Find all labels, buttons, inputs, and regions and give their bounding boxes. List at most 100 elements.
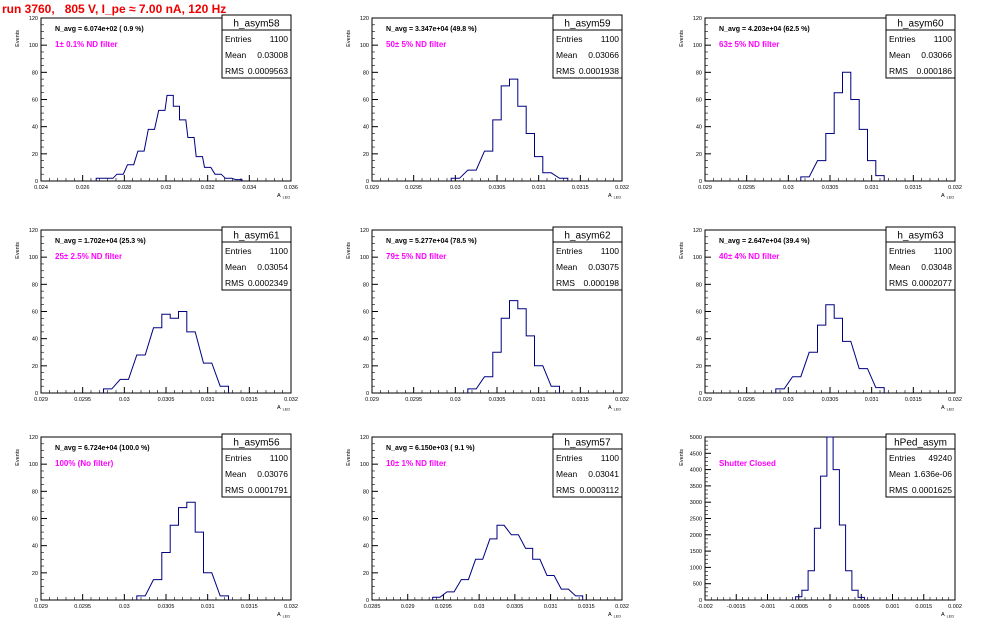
filter-label: 63± 5% ND filter (719, 40, 779, 49)
filter-label: 10± 1% ND filter (386, 459, 446, 468)
x-tick-label: 0.0005 (853, 604, 870, 610)
y-tick-label: 80 (363, 70, 369, 76)
n-avg-annotation: N_avg = 6.724e+04 (100.0 %) (55, 445, 150, 452)
x-axis-label: A LED (277, 405, 290, 412)
y-tick-label: 0 (35, 179, 38, 185)
x-tick-label: 0.031 (544, 604, 558, 610)
x-tick-label: 0.032 (615, 604, 629, 610)
stats-label-entries: Entries (225, 246, 251, 256)
x-tick-label: 0.03 (783, 397, 794, 403)
x-axis-label: A LED (608, 405, 621, 412)
x-tick-label: 0.0015 (915, 604, 932, 610)
x-tick-label: 0.032 (284, 397, 298, 403)
filter-label: 40± 4% ND filter (719, 252, 779, 261)
filter-label: 79± 5% ND filter (386, 252, 446, 261)
y-tick-label: 100 (360, 462, 369, 468)
stats-box (552, 448, 623, 498)
y-tick-label: 20 (363, 152, 369, 158)
x-tick-label: 0.03 (450, 185, 461, 191)
stats-value-entries: 1100 (934, 34, 953, 44)
x-tick-label: 0.032 (948, 397, 962, 403)
n-avg-annotation: N_avg = 3.347e+04 (49.8 %) (386, 26, 477, 33)
x-tick-label: 0.032 (284, 604, 298, 610)
stats-value-entries: 1100 (934, 246, 953, 256)
x-axis-label: A LED (277, 193, 290, 200)
stats-label-entries: Entries (889, 246, 915, 256)
y-axis-label: Events (679, 242, 685, 259)
x-tick-label: 0.0315 (572, 185, 589, 191)
stats-value-rms: 0.0001625 (912, 485, 952, 495)
y-tick-label: 120 (29, 228, 38, 234)
histogram-panel-h_asym57: 0 20 40 60 80 100 120 0.0285 0.029 0.0295 0.03 0.03… (346, 433, 629, 619)
y-tick-label: 80 (696, 282, 702, 288)
y-tick-label: 40 (32, 544, 38, 550)
y-axis-label: Events (679, 449, 685, 466)
y-tick-label: 1000 (690, 565, 702, 571)
x-axis-label: A LED (941, 405, 954, 412)
stats-label-entries: Entries (889, 453, 915, 463)
stats-value-mean: 0.03076 (257, 469, 288, 479)
x-tick-label: 0.029 (34, 604, 48, 610)
stats-value-rms: 0.000186 (917, 66, 953, 76)
x-tick-label: 0.0305 (822, 185, 839, 191)
y-tick-label: 100 (360, 43, 369, 49)
x-axis-label: A LED (941, 193, 954, 200)
filter-label: 1± 0.1% ND filter (55, 40, 118, 49)
y-tick-label: 20 (363, 571, 369, 577)
y-tick-label: 40 (32, 337, 38, 343)
y-tick-label: 60 (32, 310, 38, 316)
histogram-line (95, 94, 243, 181)
x-tick-label: -0.001 (760, 604, 776, 610)
x-tick-label: 0.029 (34, 397, 48, 403)
x-tick-label: 0.03 (450, 397, 461, 403)
n-avg-annotation: N_avg = 5.277e+04 (78.5 %) (386, 238, 477, 245)
stats-box (885, 241, 956, 291)
stats-label-entries: Entries (889, 34, 915, 44)
histogram-title: h_asym61 (233, 231, 280, 242)
histogram-line (432, 524, 584, 600)
x-tick-label: 0.0305 (158, 397, 175, 403)
y-axis-label: Events (15, 30, 21, 47)
y-tick-label: 20 (32, 152, 38, 158)
histogram-title: h_asym57 (564, 438, 611, 449)
x-tick-label: 0.029 (698, 397, 712, 403)
histogram-panel-h_asym59: 0 20 40 60 80 100 120 0.029 0.0295 0.03 0.0305 0.03… (346, 14, 629, 200)
y-tick-label: 60 (696, 310, 702, 316)
x-tick-label: 0.036 (284, 185, 298, 191)
y-tick-label: 120 (360, 435, 369, 441)
stats-value-mean: 0.03048 (921, 262, 952, 272)
stats-value-mean: 0.03054 (257, 262, 288, 272)
stats-label-rms: RMS (225, 485, 244, 495)
x-tick-label: 0.03 (161, 185, 172, 191)
x-tick-label: 0.032 (615, 397, 629, 403)
histogram-title: h_asym62 (564, 231, 611, 242)
stats-box (885, 29, 956, 79)
y-tick-label: 4000 (690, 468, 702, 474)
y-tick-label: 40 (696, 337, 702, 343)
y-tick-label: 40 (363, 544, 369, 550)
y-axis-label: Events (346, 30, 352, 47)
x-tick-label: 0.03 (474, 604, 485, 610)
histogram-title: h_asym59 (564, 19, 611, 30)
y-axis-label: Events (346, 449, 352, 466)
x-tick-label: 0.0315 (241, 604, 258, 610)
y-tick-label: 100 (29, 462, 38, 468)
y-tick-label: 2000 (690, 533, 702, 539)
x-tick-label: 0.029 (401, 604, 415, 610)
x-tick-label: 0.0295 (738, 397, 755, 403)
stats-value-entries: 1100 (601, 34, 620, 44)
y-tick-label: 100 (693, 255, 702, 261)
histogram-panel-h_asym62: 0 20 40 60 80 100 120 0.029 0.0295 0.03 0.0305 0.03… (346, 226, 629, 412)
y-tick-label: 0 (35, 391, 38, 397)
histogram-panel-hPed_asym: 0 500 1000 1500 2000 2500 3000 3500 4000 4500 5000… (679, 433, 962, 619)
stats-box (221, 241, 292, 291)
y-tick-label: 20 (696, 152, 702, 158)
y-tick-label: 60 (32, 98, 38, 104)
stats-value-entries: 49240 (928, 453, 952, 463)
x-tick-label: 0.028 (117, 185, 131, 191)
x-tick-label: 0.0315 (905, 397, 922, 403)
stats-value-mean: 0.03075 (588, 262, 619, 272)
y-tick-label: 40 (363, 337, 369, 343)
y-tick-label: 120 (29, 435, 38, 441)
